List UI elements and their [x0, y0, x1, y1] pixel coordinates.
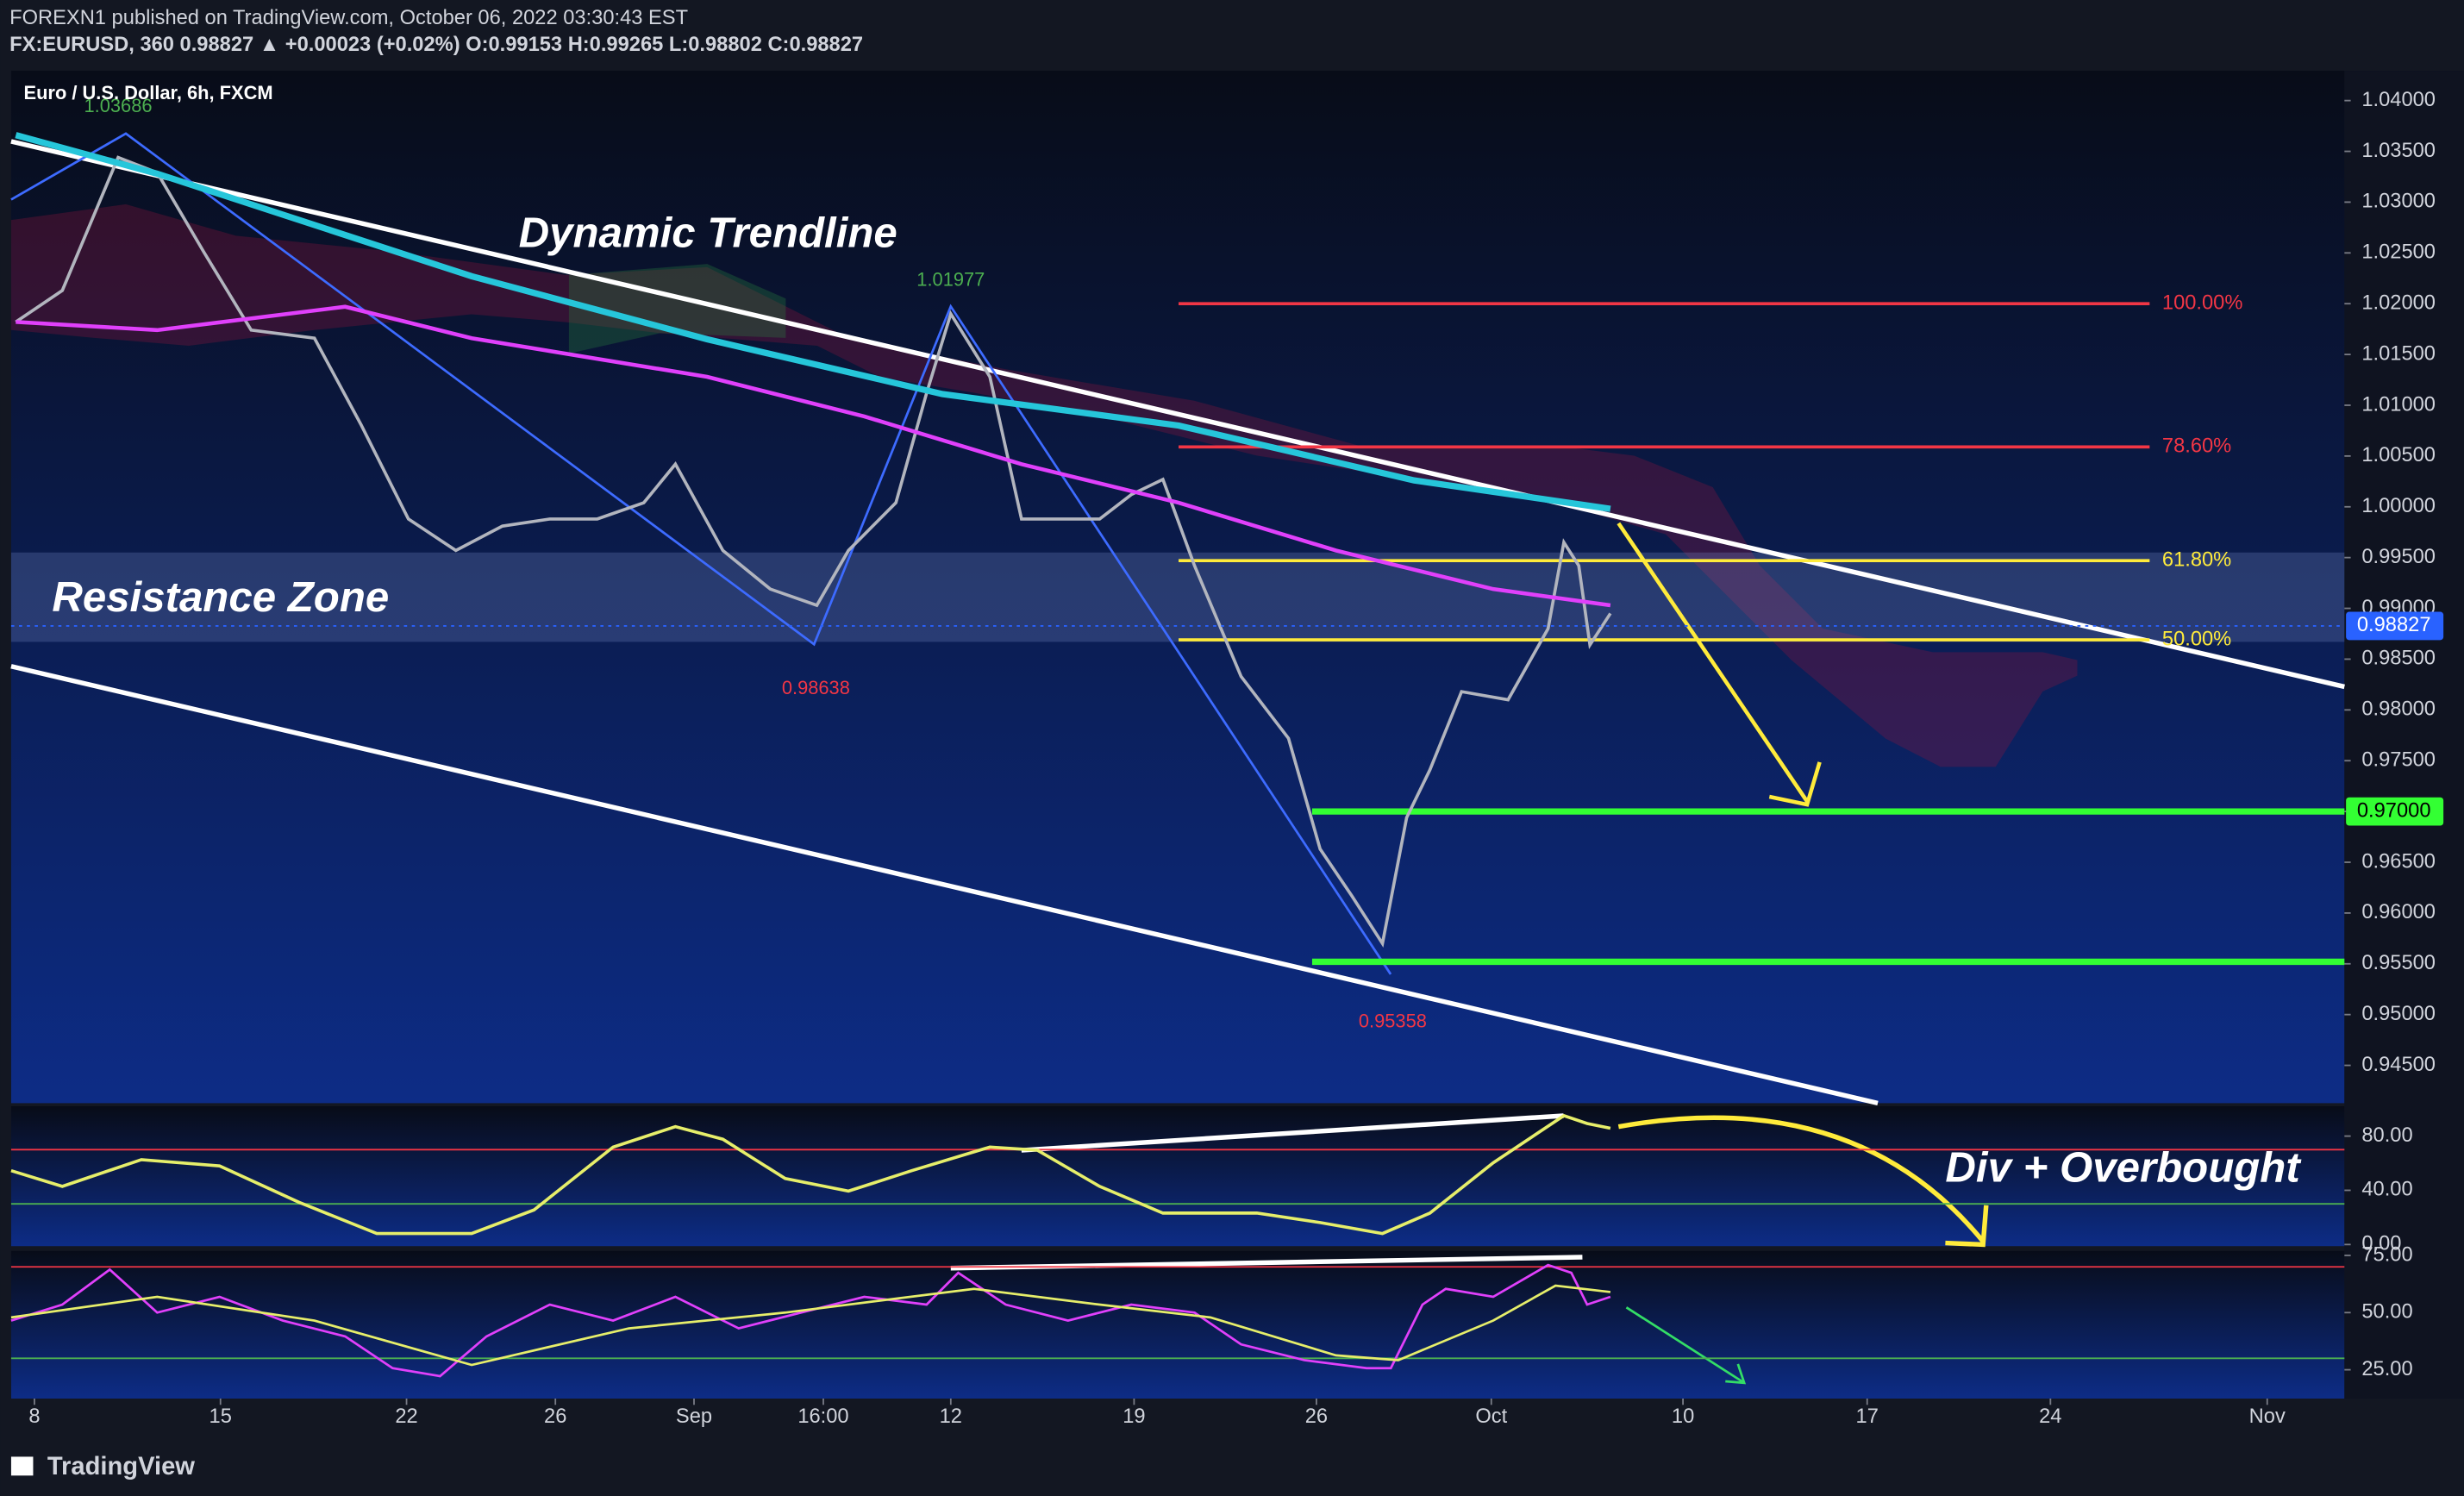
- oscillator-pane: [10, 1106, 2345, 1247]
- annotation: Div + Overbought: [1945, 1144, 2302, 1192]
- y-tick-label: 0.95500: [2361, 952, 2436, 974]
- series-line: [16, 304, 1611, 608]
- y-tick-label: 50.00: [2361, 1301, 2412, 1324]
- fib-label: 100.00%: [2162, 291, 2243, 314]
- y-tick-label: 1.00000: [2361, 495, 2436, 517]
- series-line: [10, 1284, 1611, 1367]
- trendline: [10, 664, 1879, 1106]
- y-tick-label: 1.00500: [2361, 444, 2436, 466]
- y-tick-label: 1.03500: [2361, 140, 2436, 162]
- fib-label: 61.80%: [2162, 548, 2231, 571]
- y-tick-label: 0.95000: [2361, 1003, 2436, 1025]
- y-tick-label: 80.00: [2361, 1124, 2412, 1147]
- y-tick-label: 0.97500: [2361, 748, 2436, 771]
- y-tick-label: 25.00: [2361, 1358, 2412, 1380]
- x-tick-label: 26: [544, 1405, 566, 1428]
- arrow-head: [1945, 1205, 1989, 1248]
- arrow: [1625, 1306, 1745, 1384]
- y-tick-label: 0.96500: [2361, 850, 2436, 873]
- pivot-label: 0.98638: [782, 677, 850, 698]
- x-tick-label: 22: [395, 1405, 417, 1428]
- pivot-label: 1.01977: [916, 269, 985, 291]
- y-tick-label: 1.03000: [2361, 191, 2436, 213]
- fib-label: 50.00%: [2162, 628, 2231, 650]
- y-tick-label: 75.00: [2361, 1243, 2412, 1266]
- y-tick-label: 1.01000: [2361, 393, 2436, 416]
- arrow-head: [1768, 761, 1822, 807]
- y-tick-label: 1.04000: [2361, 89, 2436, 111]
- arrow: [1617, 522, 1809, 803]
- x-tick-label: 12: [940, 1405, 962, 1428]
- x-tick-label: 10: [1672, 1405, 1694, 1428]
- x-tick-label: 17: [1856, 1405, 1879, 1428]
- y-tick-label: 0.98000: [2361, 698, 2436, 721]
- x-tick-label: 16:00: [797, 1405, 848, 1428]
- divergence-line: [1021, 1113, 1564, 1153]
- price-tag-label: 0.97000: [2357, 799, 2431, 822]
- series-line: [15, 132, 1611, 512]
- x-tick-label: 8: [28, 1405, 40, 1428]
- y-tick-label: 1.02000: [2361, 291, 2436, 314]
- annotation: Dynamic Trendline: [519, 209, 897, 256]
- y-tick-label: 0.98500: [2361, 648, 2436, 670]
- price-axis: [2344, 71, 2464, 1399]
- arrow-head: [1725, 1363, 1747, 1385]
- y-tick-label: 0.99500: [2361, 546, 2436, 568]
- x-tick-label: Sep: [676, 1405, 712, 1428]
- series-line: [10, 1113, 1611, 1236]
- x-tick-label: 15: [210, 1405, 232, 1428]
- series-line: [15, 155, 1612, 948]
- trendline: [10, 139, 2345, 690]
- annotation: Resistance Zone: [52, 573, 389, 621]
- brand: TradingView: [47, 1453, 195, 1480]
- logo: [10, 1456, 34, 1476]
- rsi-pane: [10, 1250, 2345, 1399]
- y-tick-label: 1.02500: [2361, 241, 2436, 264]
- price-tag-label: 0.98827: [2357, 614, 2431, 636]
- x-tick-label: 26: [1305, 1405, 1328, 1428]
- x-tick-label: Oct: [1475, 1405, 1507, 1428]
- pivot-label: 0.95358: [1359, 1010, 1427, 1031]
- publish-info: FOREXN1 published on TradingView.com, Oc…: [9, 7, 688, 29]
- series-line: [10, 1263, 1611, 1378]
- y-tick-label: 0.96000: [2361, 901, 2436, 923]
- y-tick-label: 40.00: [2361, 1179, 2412, 1201]
- y-tick-label: 0.00: [2361, 1233, 2401, 1255]
- quote: FX:EURUSD, 360 0.98827 ▲ +0.00023 (+0.02…: [9, 34, 863, 56]
- y-tick-label: 0.94500: [2361, 1054, 2436, 1076]
- y-tick-label: 1.01500: [2361, 342, 2436, 365]
- pivot-label: 1.03686: [84, 95, 153, 116]
- price-tag: [2346, 611, 2444, 641]
- fib-label: 78.60%: [2162, 435, 2231, 458]
- main-pane: [10, 71, 2345, 1104]
- x-tick-label: Nov: [2249, 1405, 2286, 1428]
- chart-title: Euro / U.S. Dollar, 6h, FXCM: [24, 82, 273, 103]
- x-tick-label: 19: [1123, 1405, 1145, 1428]
- x-tick-label: 24: [2039, 1405, 2061, 1428]
- price-tag: [2346, 797, 2444, 826]
- arrow: [1617, 1115, 1986, 1243]
- cloud: [10, 203, 2078, 767]
